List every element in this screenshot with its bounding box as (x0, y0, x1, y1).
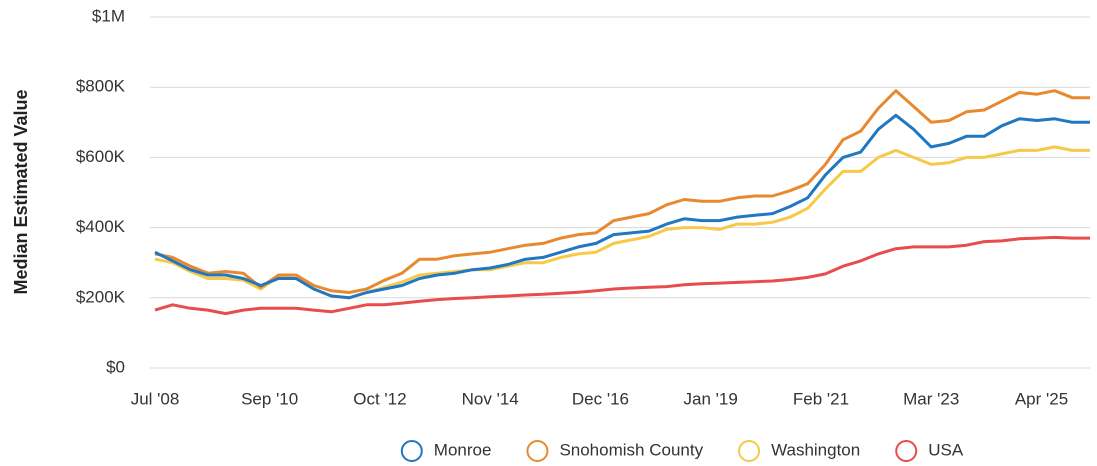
y-axis-label: Median Estimated Value (11, 89, 31, 294)
series-line (154, 113, 1090, 300)
series-line (154, 235, 1090, 316)
x-tick-label: Dec '16 (572, 389, 629, 408)
x-tick-label: Apr '25 (1015, 389, 1068, 408)
x-tick-label: Jan '19 (684, 389, 738, 408)
legend-marker (526, 440, 549, 462)
legend-label: Washington (771, 440, 860, 459)
legend-marker (738, 440, 761, 462)
x-tick-label: Sep '10 (241, 389, 298, 408)
y-tick-label: $400K (76, 217, 126, 236)
y-tick-label: $0 (106, 357, 125, 376)
y-tick-label: $200K (76, 287, 126, 306)
legend-label: USA (928, 440, 964, 459)
x-tick-label: Feb '21 (793, 389, 849, 408)
legend-marker (895, 440, 918, 462)
series-line (154, 89, 1090, 294)
legend-marker (400, 440, 423, 462)
legend-label: Snohomish County (559, 440, 703, 459)
y-tick-label: $600K (76, 147, 126, 166)
x-tick-label: Jul '08 (131, 389, 180, 408)
x-tick-label: Mar '23 (903, 389, 959, 408)
x-tick-label: Nov '14 (462, 389, 519, 408)
x-tick-label: Oct '12 (353, 389, 406, 408)
y-tick-label: $800K (76, 77, 126, 96)
legend-label: Monroe (434, 440, 492, 459)
y-tick-label: $1M (92, 6, 125, 25)
